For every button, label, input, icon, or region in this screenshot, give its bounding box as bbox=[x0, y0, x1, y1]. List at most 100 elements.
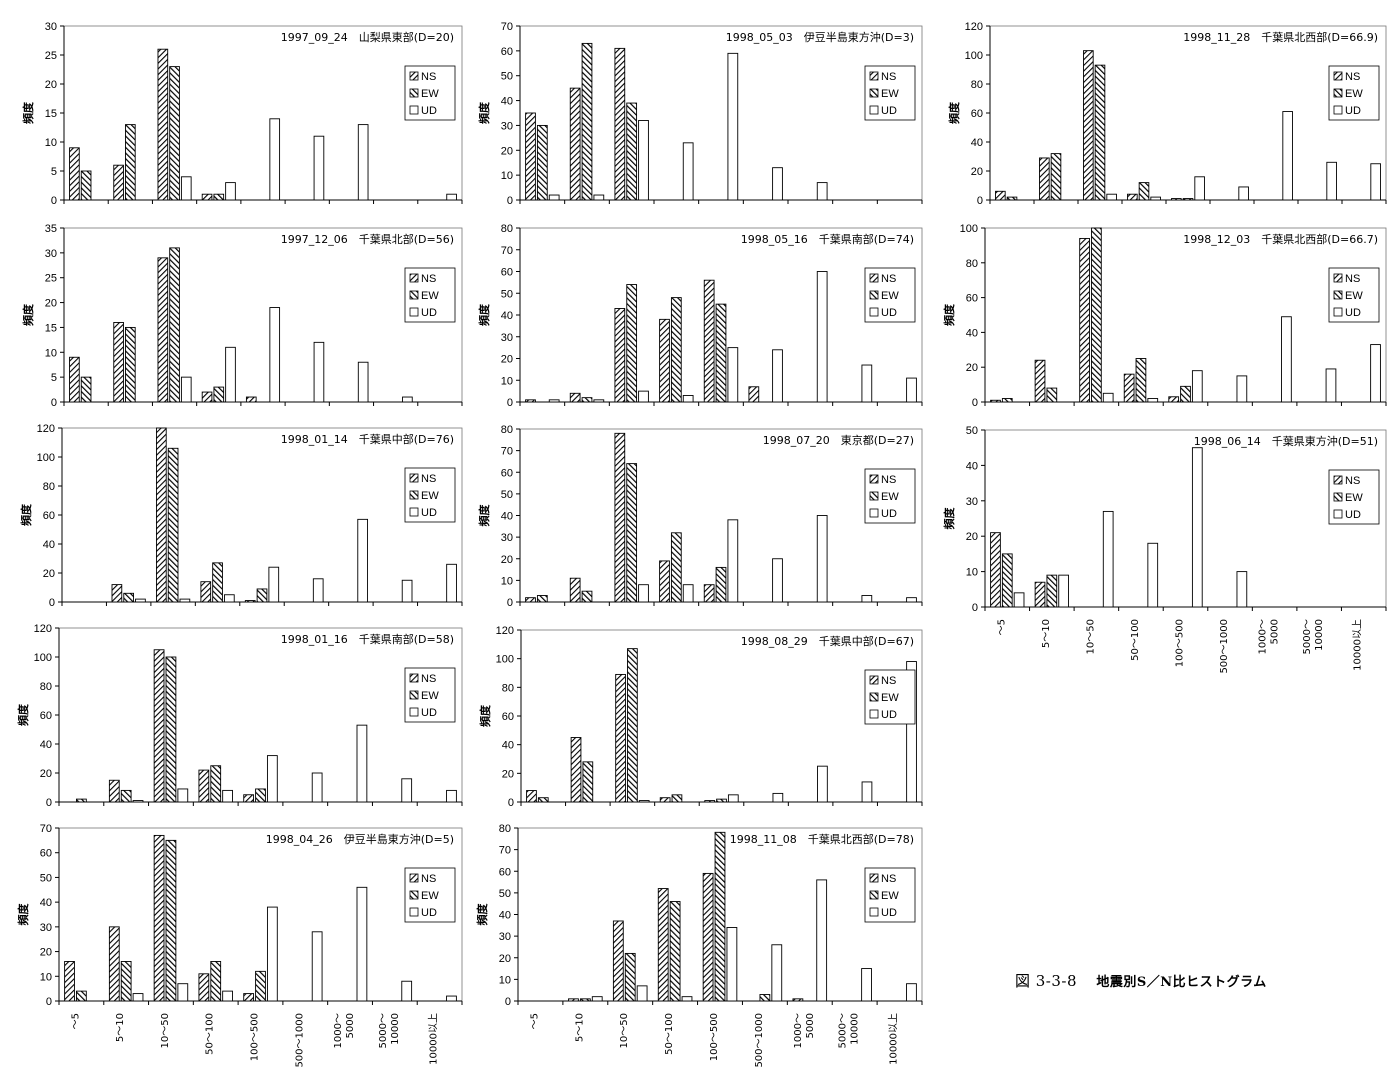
y-tick-label: 50 bbox=[501, 71, 513, 83]
legend: NS EW UD bbox=[864, 669, 916, 725]
bar-ud bbox=[727, 519, 739, 603]
chart-title: 1998_01_16 千葉県南部(D=58) bbox=[281, 632, 454, 646]
bar-ns bbox=[525, 399, 536, 403]
bar-ns bbox=[155, 427, 167, 603]
bar-ud bbox=[446, 563, 457, 603]
bar-ud bbox=[313, 341, 325, 403]
bar-ud bbox=[1236, 375, 1248, 403]
x-tick-label: 100～500 bbox=[250, 1013, 261, 1061]
legend-swatch bbox=[1333, 475, 1343, 485]
bar-ud bbox=[1013, 592, 1025, 608]
chart-4: 0 5 10 15 20 25 30 35 頻度 1997_12_06 千葉県北部(D=56) NS… bbox=[21, 223, 463, 409]
y-tick-label: 40 bbox=[501, 511, 513, 523]
y-tick-label: 70 bbox=[501, 446, 513, 458]
figure-caption: 図 3-3-8 地震別S／N比ヒストグラム bbox=[1015, 970, 1267, 991]
x-tick-label: ～5 bbox=[529, 1013, 540, 1029]
y-tick-label: 120 bbox=[34, 623, 52, 635]
legend-swatch bbox=[1333, 71, 1343, 81]
bar-ew bbox=[669, 901, 681, 1002]
bar-ns bbox=[659, 560, 670, 603]
legend-label: UD bbox=[421, 105, 437, 117]
legend-label: UD bbox=[421, 507, 437, 519]
bar-ew bbox=[581, 590, 593, 603]
bar-ud bbox=[180, 376, 192, 403]
y-tick-label: 10 bbox=[501, 170, 513, 182]
bar-ns bbox=[153, 649, 165, 803]
plot-frame bbox=[58, 627, 463, 803]
y-tick-label: 100 bbox=[34, 652, 52, 664]
legend-swatch bbox=[409, 290, 419, 300]
bar-ew bbox=[581, 42, 593, 201]
y-tick-label: 70 bbox=[501, 21, 513, 33]
bar-ud bbox=[548, 194, 560, 201]
x-tick-label: 5～10 bbox=[115, 1013, 126, 1042]
legend-swatch bbox=[409, 105, 419, 115]
bar-ns bbox=[525, 112, 536, 201]
y-tick-label: 0 bbox=[46, 996, 52, 1008]
y-tick-label: 10 bbox=[501, 575, 513, 587]
chart-title: 1998_05_16 千葉県南部(D=74) bbox=[741, 232, 914, 246]
bar-ns bbox=[201, 193, 213, 201]
legend-label: UD bbox=[881, 307, 897, 319]
legend-swatch bbox=[409, 707, 419, 717]
x-tick-label: 100～500 bbox=[709, 1013, 720, 1061]
legend-swatch bbox=[869, 71, 879, 81]
legend-swatch bbox=[869, 88, 879, 98]
chart-1: 0 5 10 15 20 25 30 頻度 1997_09_24 山梨県東部(D=20) NS EW… bbox=[21, 21, 463, 207]
y-tick-label: 50 bbox=[966, 425, 978, 437]
bar-ud bbox=[356, 724, 368, 803]
bar-ns bbox=[1034, 359, 1046, 403]
y-axis-label: 頻度 bbox=[942, 303, 956, 326]
chart-title: 1997_12_06 千葉県北部(D=56) bbox=[281, 232, 454, 246]
y-tick-label: 5 bbox=[51, 166, 57, 178]
bar-ud bbox=[906, 377, 917, 403]
bar-ew bbox=[1135, 358, 1147, 403]
legend-label: UD bbox=[1345, 307, 1361, 319]
legend-swatch bbox=[409, 71, 419, 81]
legend-label: NS bbox=[421, 273, 436, 285]
y-tick-label: 40 bbox=[971, 137, 983, 149]
bar-ud bbox=[727, 794, 739, 803]
bar-ew bbox=[1046, 387, 1058, 403]
x-tick-label: 500～1000 bbox=[1219, 619, 1230, 674]
bar-ew bbox=[670, 532, 682, 603]
legend-label: NS bbox=[1345, 273, 1360, 285]
y-tick-label: 120 bbox=[965, 21, 983, 33]
chart-title: 1998_08_29 千葉県中部(D=67) bbox=[741, 634, 914, 648]
legend-swatch bbox=[869, 307, 879, 317]
legend: NS EW UD bbox=[864, 867, 916, 923]
legend: NS EW UD bbox=[404, 65, 456, 121]
bar-ud bbox=[180, 176, 192, 201]
bar-ns bbox=[244, 600, 256, 603]
x-tick-label: 50～100 bbox=[664, 1013, 675, 1055]
y-tick-label: 20 bbox=[502, 768, 514, 780]
bar-ns bbox=[614, 47, 626, 201]
y-axis-label: 頻度 bbox=[478, 704, 492, 727]
bar-ns bbox=[1079, 237, 1090, 403]
legend-swatch bbox=[409, 473, 419, 483]
bar-ew bbox=[256, 588, 268, 603]
bar-ew bbox=[536, 124, 548, 201]
bar-ew bbox=[626, 102, 638, 201]
bar-ns bbox=[614, 308, 626, 403]
y-tick-label: 25 bbox=[45, 273, 57, 285]
bar-ns bbox=[157, 257, 169, 403]
bar-ns bbox=[1034, 581, 1046, 608]
bar-ns bbox=[198, 973, 210, 1002]
legend-swatch bbox=[1333, 307, 1343, 317]
y-tick-label: 120 bbox=[496, 625, 514, 637]
bar-ud bbox=[906, 661, 917, 803]
y-tick-label: 5 bbox=[51, 372, 57, 384]
bar-ew bbox=[627, 648, 638, 803]
bar-ud bbox=[816, 271, 828, 403]
chart-title: 1998_06_14 千葉県東方沖(D=51) bbox=[1194, 434, 1378, 448]
bar-ew bbox=[671, 794, 683, 803]
x-tick-label: 5000～ bbox=[378, 1013, 389, 1048]
y-tick-label: 20 bbox=[40, 947, 52, 959]
y-tick-label: 80 bbox=[40, 681, 52, 693]
bar-ew bbox=[255, 788, 266, 803]
x-tick-label: ～5 bbox=[996, 619, 1007, 635]
chart-9: 0 10 20 30 40 50 頻度 1998_06_14 千葉県東方沖(D=51) NS EW… bbox=[942, 425, 1387, 674]
legend-swatch bbox=[869, 907, 879, 917]
